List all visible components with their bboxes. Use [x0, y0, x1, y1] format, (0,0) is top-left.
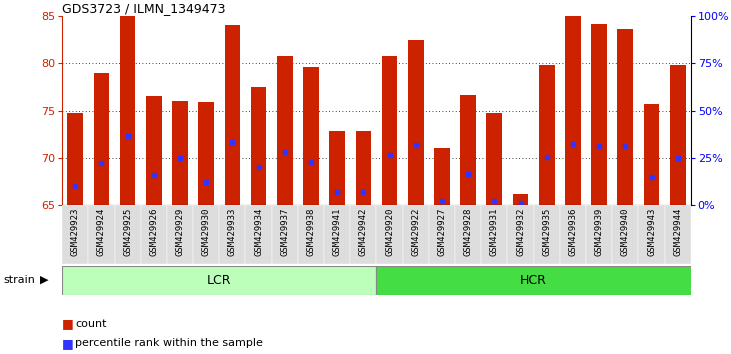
Bar	[62, 205, 88, 264]
Bar	[277, 56, 292, 205]
Text: GSM429920: GSM429920	[385, 208, 394, 256]
Bar	[429, 205, 455, 264]
Bar	[565, 16, 580, 205]
Text: LCR: LCR	[207, 274, 232, 286]
Text: HCR: HCR	[520, 274, 547, 286]
Text: GSM429927: GSM429927	[437, 208, 447, 256]
Bar	[198, 102, 214, 205]
Text: GSM429935: GSM429935	[542, 208, 551, 256]
Bar	[167, 205, 193, 264]
Bar	[434, 148, 450, 205]
Bar	[94, 73, 110, 205]
Bar	[670, 65, 686, 205]
Text: GSM429936: GSM429936	[569, 208, 577, 256]
Text: GSM429923: GSM429923	[71, 208, 80, 256]
Bar	[303, 67, 319, 205]
Bar	[140, 205, 167, 264]
Text: GSM429941: GSM429941	[333, 208, 341, 256]
Bar	[193, 205, 219, 264]
Bar	[246, 205, 272, 264]
Bar	[146, 96, 162, 205]
Bar	[120, 16, 135, 205]
Bar	[350, 205, 376, 264]
Bar	[62, 266, 376, 295]
Bar	[461, 96, 476, 205]
Bar	[586, 205, 612, 264]
Bar	[219, 205, 246, 264]
Text: GSM429929: GSM429929	[175, 208, 184, 256]
Text: ■: ■	[62, 337, 74, 350]
Bar	[664, 205, 691, 264]
Text: GSM429930: GSM429930	[202, 208, 211, 256]
Bar	[298, 205, 324, 264]
Text: GSM429934: GSM429934	[254, 208, 263, 256]
Text: GSM429925: GSM429925	[123, 208, 132, 256]
Bar	[481, 205, 507, 264]
Text: GSM429943: GSM429943	[647, 208, 656, 256]
Bar	[591, 23, 607, 205]
Bar	[403, 205, 429, 264]
Text: GSM429937: GSM429937	[280, 208, 289, 256]
Bar	[376, 266, 691, 295]
Bar	[455, 205, 481, 264]
Text: GSM429931: GSM429931	[490, 208, 499, 256]
Text: GSM429940: GSM429940	[621, 208, 630, 256]
Text: ■: ■	[62, 318, 74, 330]
Text: GSM429942: GSM429942	[359, 208, 368, 256]
Bar	[324, 205, 350, 264]
Text: ▶: ▶	[39, 275, 48, 285]
Bar	[539, 65, 555, 205]
Bar	[251, 87, 266, 205]
Text: GSM429933: GSM429933	[228, 208, 237, 256]
Text: GSM429928: GSM429928	[463, 208, 473, 256]
Text: GSM429922: GSM429922	[412, 208, 420, 256]
Bar	[115, 205, 140, 264]
Bar	[507, 205, 534, 264]
Text: strain: strain	[4, 275, 36, 285]
Text: count: count	[75, 319, 107, 329]
Bar	[67, 113, 83, 205]
Text: GSM429926: GSM429926	[149, 208, 159, 256]
Bar	[173, 101, 188, 205]
Bar	[88, 205, 115, 264]
Bar	[329, 131, 345, 205]
Bar	[612, 205, 638, 264]
Bar	[224, 25, 240, 205]
Bar	[512, 194, 529, 205]
Text: GSM429939: GSM429939	[594, 208, 604, 256]
Bar	[638, 205, 664, 264]
Bar	[272, 205, 298, 264]
Bar	[408, 40, 423, 205]
Bar	[382, 56, 398, 205]
Bar	[534, 205, 560, 264]
Text: GSM429924: GSM429924	[97, 208, 106, 256]
Bar	[376, 205, 403, 264]
Bar	[560, 205, 586, 264]
Bar	[618, 29, 633, 205]
Text: GDS3723 / ILMN_1349473: GDS3723 / ILMN_1349473	[62, 2, 226, 15]
Text: GSM429938: GSM429938	[306, 208, 316, 256]
Bar	[643, 104, 659, 205]
Bar	[486, 114, 502, 205]
Text: GSM429932: GSM429932	[516, 208, 525, 256]
Bar	[355, 131, 371, 205]
Text: percentile rank within the sample: percentile rank within the sample	[75, 338, 263, 348]
Text: GSM429944: GSM429944	[673, 208, 682, 256]
